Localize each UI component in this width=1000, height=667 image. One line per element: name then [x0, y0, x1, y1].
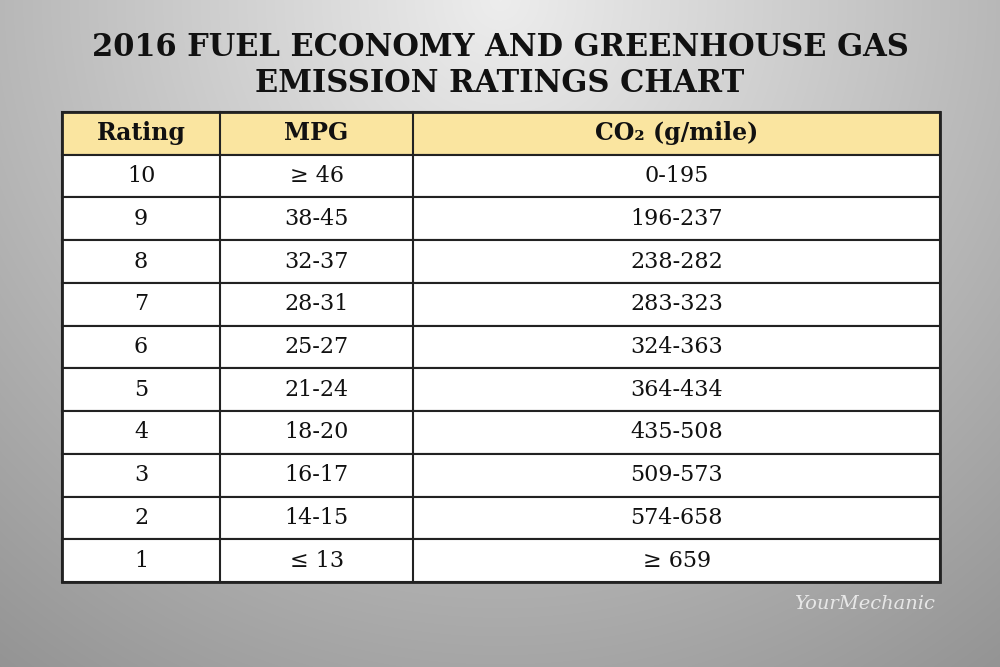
Bar — [62, 368, 940, 411]
Text: 21-24: 21-24 — [285, 379, 349, 401]
Text: 3: 3 — [134, 464, 148, 486]
Text: ≥ 46: ≥ 46 — [290, 165, 344, 187]
Text: 4: 4 — [134, 422, 148, 444]
Text: 5: 5 — [134, 379, 148, 401]
Text: 10: 10 — [127, 165, 155, 187]
Bar — [62, 411, 940, 454]
Text: 8: 8 — [134, 251, 148, 273]
Text: 6: 6 — [134, 336, 148, 358]
Text: 364-434: 364-434 — [630, 379, 723, 401]
Bar — [62, 454, 940, 496]
Text: 25-27: 25-27 — [285, 336, 349, 358]
Text: CO₂ (g/mile): CO₂ (g/mile) — [595, 121, 758, 145]
Bar — [62, 240, 940, 283]
Text: ≥ 659: ≥ 659 — [643, 550, 711, 572]
Text: 435-508: 435-508 — [630, 422, 723, 444]
Text: 324-363: 324-363 — [630, 336, 723, 358]
Bar — [62, 325, 940, 368]
Bar — [62, 155, 940, 197]
Bar — [62, 112, 940, 582]
Text: 16-17: 16-17 — [285, 464, 349, 486]
Bar — [62, 197, 940, 240]
Text: 283-323: 283-323 — [630, 293, 723, 315]
Text: MPG: MPG — [284, 121, 349, 145]
Bar — [62, 283, 940, 325]
Text: Rating: Rating — [97, 121, 185, 145]
Text: 2: 2 — [134, 507, 148, 529]
Text: EMISSION RATINGS CHART: EMISSION RATINGS CHART — [255, 67, 745, 99]
Bar — [62, 496, 940, 540]
Text: 9: 9 — [134, 208, 148, 230]
Text: 1: 1 — [134, 550, 148, 572]
Text: 574-658: 574-658 — [630, 507, 723, 529]
Text: 509-573: 509-573 — [630, 464, 723, 486]
Text: 196-237: 196-237 — [630, 208, 723, 230]
Text: 0-195: 0-195 — [644, 165, 709, 187]
Text: ≤ 13: ≤ 13 — [290, 550, 344, 572]
Text: 32-37: 32-37 — [284, 251, 349, 273]
Text: 7: 7 — [134, 293, 148, 315]
Text: 2016 FUEL ECONOMY AND GREENHOUSE GAS: 2016 FUEL ECONOMY AND GREENHOUSE GAS — [92, 31, 908, 63]
Text: 18-20: 18-20 — [284, 422, 349, 444]
Text: 238-282: 238-282 — [630, 251, 723, 273]
Bar — [62, 112, 940, 155]
Text: 38-45: 38-45 — [284, 208, 349, 230]
Text: YourMechanic: YourMechanic — [794, 595, 935, 613]
Text: 28-31: 28-31 — [284, 293, 349, 315]
Text: 14-15: 14-15 — [285, 507, 349, 529]
Bar — [62, 540, 940, 582]
